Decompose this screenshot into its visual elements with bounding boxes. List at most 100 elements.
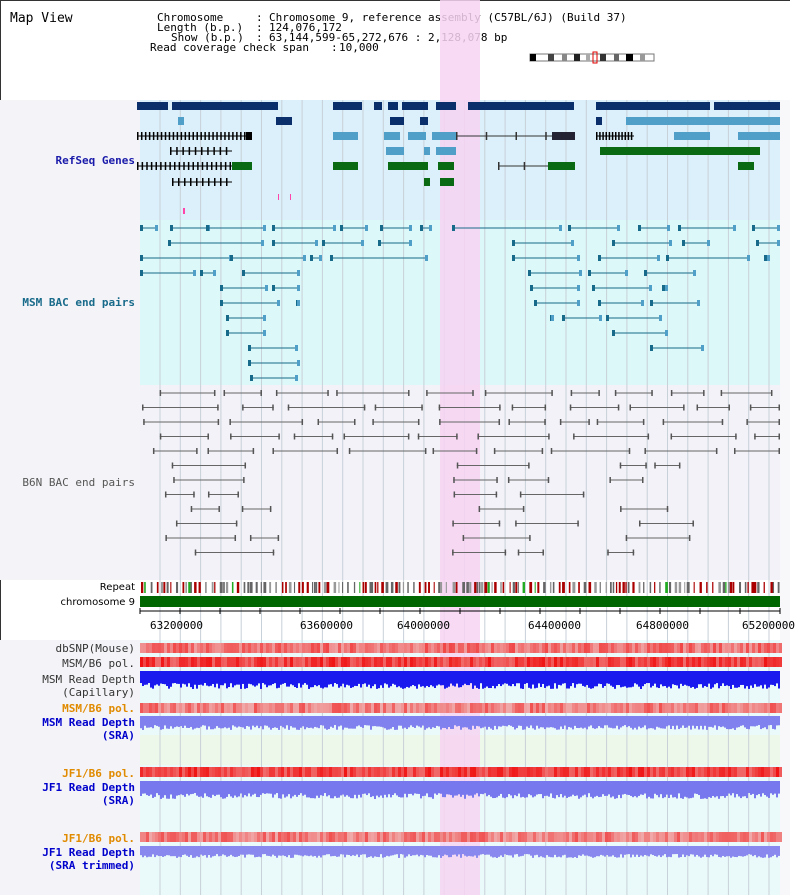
polymorphism-cell bbox=[767, 657, 770, 667]
polymorphism-cell bbox=[365, 832, 368, 842]
bac-end bbox=[508, 419, 510, 425]
gene-exon bbox=[630, 132, 633, 140]
polymorphism-cell bbox=[653, 643, 656, 653]
polymorphism-cell bbox=[758, 643, 761, 653]
polymorphism-cell bbox=[548, 832, 551, 842]
depth-bar bbox=[622, 781, 624, 795]
depth-bar bbox=[256, 671, 258, 686]
gene-exon bbox=[224, 162, 227, 170]
depth-bar bbox=[206, 846, 208, 858]
polymorphism-cell bbox=[206, 657, 209, 667]
polymorphism-cell bbox=[707, 703, 710, 713]
depth-bar bbox=[452, 671, 454, 686]
gene-feature bbox=[374, 102, 382, 110]
gene-exon bbox=[172, 178, 174, 186]
depth-bar bbox=[380, 781, 382, 796]
depth-bar bbox=[432, 671, 434, 687]
depth-bar bbox=[662, 846, 664, 856]
depth-bar bbox=[420, 781, 422, 799]
depth-bar bbox=[436, 781, 438, 795]
polymorphism-cell bbox=[725, 832, 728, 842]
polymorphism-cell bbox=[200, 703, 203, 713]
polymorphism-cell bbox=[611, 643, 614, 653]
polymorphism-cell bbox=[401, 643, 404, 653]
polymorphism-cell bbox=[758, 657, 761, 667]
bac-end bbox=[693, 270, 696, 276]
polymorphism-tracks[interactable] bbox=[140, 643, 782, 842]
refseq-genes-track[interactable] bbox=[137, 102, 780, 214]
polymorphism-cell bbox=[503, 643, 506, 653]
polymorphism-cell bbox=[656, 643, 659, 653]
depth-bar bbox=[172, 846, 174, 857]
depth-bar bbox=[324, 781, 326, 794]
depth-bar bbox=[548, 716, 550, 728]
polymorphism-cell bbox=[191, 657, 194, 667]
polymorphism-cell bbox=[341, 767, 344, 777]
gene-feature bbox=[333, 132, 358, 140]
depth-bar bbox=[482, 716, 484, 728]
depth-bar bbox=[168, 716, 170, 729]
chromosome-ideogram[interactable] bbox=[529, 51, 655, 64]
depth-bar bbox=[456, 781, 458, 796]
bac-end bbox=[429, 225, 432, 231]
polymorphism-cell bbox=[257, 832, 260, 842]
polymorphism-cell bbox=[644, 643, 647, 653]
polymorphism-cell bbox=[626, 767, 629, 777]
depth-bar bbox=[276, 671, 278, 689]
polymorphism-cell bbox=[473, 832, 476, 842]
depth-bar bbox=[300, 846, 302, 856]
b6n-bac-track[interactable] bbox=[142, 390, 780, 556]
depth-bar bbox=[474, 716, 476, 729]
polymorphism-cell bbox=[284, 643, 287, 653]
depth-bar bbox=[734, 846, 736, 857]
bac-end bbox=[547, 477, 550, 483]
polymorphism-cell bbox=[311, 767, 314, 777]
axis-tick-label: 64000000 bbox=[397, 619, 450, 632]
polymorphism-cell bbox=[152, 767, 155, 777]
polymorphism-cell bbox=[221, 832, 224, 842]
polymorphism-cell bbox=[683, 643, 686, 653]
polymorphism-cell bbox=[653, 832, 656, 842]
depth-bar bbox=[452, 781, 454, 798]
depth-bar bbox=[312, 781, 314, 799]
depth-bar bbox=[322, 671, 324, 689]
depth-bar bbox=[526, 781, 528, 798]
depth-bar bbox=[458, 781, 460, 795]
bac-end bbox=[140, 270, 143, 276]
polymorphism-cell bbox=[194, 703, 197, 713]
depth-bar bbox=[216, 781, 218, 795]
depth-bar bbox=[228, 781, 230, 795]
gene-exon bbox=[202, 178, 204, 186]
msm-bac-track[interactable] bbox=[140, 225, 780, 381]
repeat-element bbox=[190, 582, 192, 593]
depth-bar bbox=[436, 671, 438, 686]
polymorphism-cell bbox=[701, 703, 704, 713]
polymorphism-cell bbox=[716, 703, 719, 713]
depth-bar bbox=[412, 781, 414, 796]
depth-bar bbox=[140, 846, 142, 856]
polymorphism-cell bbox=[623, 657, 626, 667]
depth-bar bbox=[638, 671, 640, 687]
gene-exon bbox=[178, 162, 181, 170]
gene-exon bbox=[146, 162, 148, 170]
depth-bar bbox=[362, 716, 364, 728]
repeat-track[interactable] bbox=[141, 582, 780, 593]
depth-bar bbox=[654, 846, 656, 856]
depth-bar bbox=[570, 846, 572, 858]
polymorphism-cell bbox=[155, 703, 158, 713]
polymorphism-cell bbox=[344, 657, 347, 667]
depth-bar bbox=[766, 846, 768, 855]
polymorphism-cell bbox=[299, 767, 302, 777]
depth-bar bbox=[604, 781, 606, 796]
depth-bar bbox=[310, 846, 312, 856]
bac-end bbox=[541, 448, 544, 454]
polymorphism-cell bbox=[440, 703, 443, 713]
read-depth-tracks[interactable] bbox=[140, 671, 780, 858]
depth-bar bbox=[558, 846, 560, 857]
repeat-element bbox=[609, 582, 612, 593]
depth-bar bbox=[518, 781, 520, 794]
bac-end bbox=[272, 448, 274, 454]
depth-bar bbox=[224, 671, 226, 684]
polymorphism-cell bbox=[395, 832, 398, 842]
